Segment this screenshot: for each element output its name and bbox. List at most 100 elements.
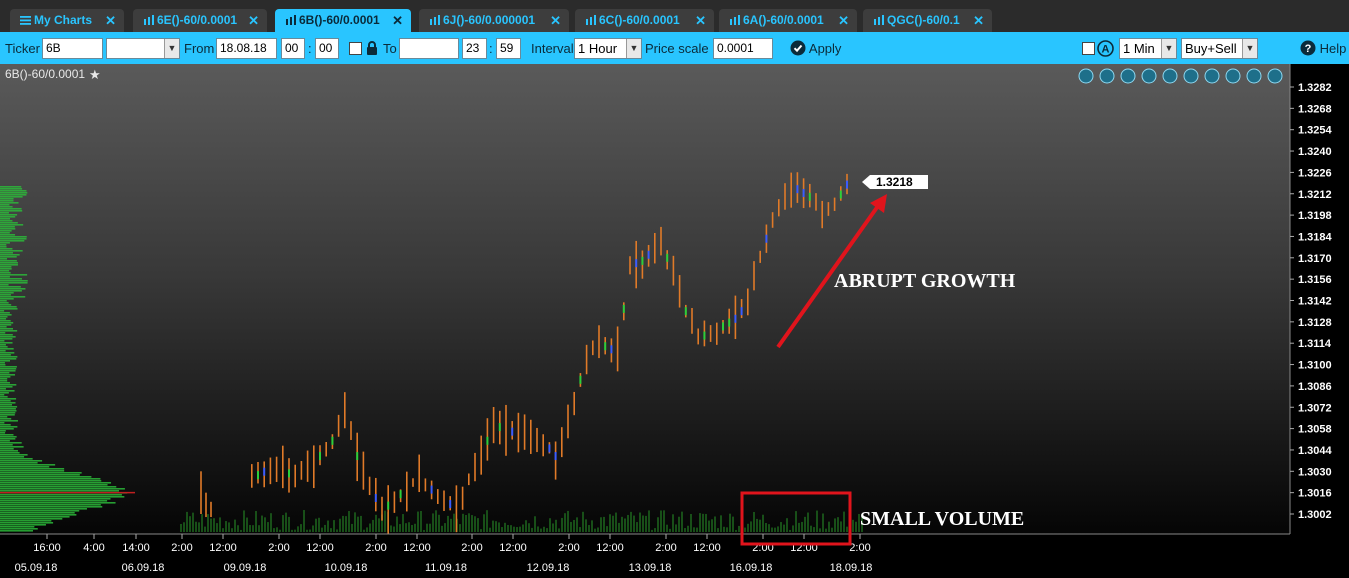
price-tick-label: 1.3002 [1298,509,1332,521]
close-icon[interactable]: ✕ [550,13,561,28]
tab-label: 6J()-60/0.000001 [443,13,536,27]
tab-chart-1[interactable]: 6E()-60/0.0001 ✕ [133,9,267,32]
volume-profile-bar [0,414,15,416]
help-button[interactable]: ? Help [1300,39,1346,58]
tab-chart-2[interactable]: 6B()-60/0.0001 ✕ [275,9,411,32]
close-icon[interactable]: ✕ [838,13,849,28]
tab-chart-6[interactable]: QGC()-60/0.1 ✕ [863,9,992,32]
growth-arrow-line [776,204,880,349]
volume-bar [429,523,431,532]
volume-bar [807,512,809,532]
volume-bar [420,511,422,532]
growth-arrow-head [870,194,887,213]
volume-bar [513,526,515,532]
last-price-box [862,175,928,189]
apply-button[interactable]: Apply [790,39,841,58]
volume-bar [597,527,599,532]
filter-checkbox[interactable] [1082,42,1095,55]
volume-bar [351,523,353,532]
bar-chart-icon [874,15,884,25]
volume-profile-bar [0,516,70,518]
volume-bar [693,527,695,532]
bar-chart-icon [730,15,740,25]
volume-profile-bar [0,398,17,400]
interval-select[interactable]: 1 Hour ▼ [574,38,642,59]
star-icon[interactable]: ★ [89,67,101,82]
volume-bar [282,515,284,532]
volume-profile-bar [0,326,7,328]
from-hour-input[interactable]: 00 [281,38,305,59]
volume-bar [819,528,821,532]
volume-bar [711,519,713,532]
tab-chart-5[interactable]: 6A()-60/0.0001 ✕ [719,9,857,32]
volume-bar [792,525,794,532]
price-scale-label: Price scale [645,41,709,56]
volume-bar [255,511,257,532]
plot-area [0,64,1290,534]
close-icon[interactable]: ✕ [105,13,116,28]
volume-bar [666,524,668,532]
volume-profile-bar [0,250,23,252]
volume-profile-bar [0,364,6,366]
from-date-input[interactable]: 18.08.18 [216,38,277,59]
volume-bar [408,522,410,532]
ticker-dropdown[interactable]: ▼ [106,38,180,59]
tab-my-charts[interactable]: My Charts ✕ [10,9,124,32]
volume-profile-bar [0,230,12,232]
volume-profile-bar [0,464,56,466]
volume-profile-bar [0,318,7,320]
volume-profile [0,186,135,532]
to-date-input[interactable] [399,38,459,59]
volume-profile-bar [0,384,17,386]
last-price-marker: 1.3218 [862,175,928,189]
lock-checkbox[interactable] [349,42,362,55]
tab-chart-4[interactable]: 6C()-60/0.0001 ✕ [575,9,714,32]
tab-chart-3[interactable]: 6J()-60/0.000001 ✕ [419,9,569,32]
volume-bar [762,514,764,532]
volume-profile-bar [0,422,5,424]
volume-profile-bar [0,186,22,188]
volume-bar [315,518,317,532]
svg-text:A: A [1102,44,1110,56]
check-circle-icon [790,40,806,56]
close-icon[interactable]: ✕ [973,13,984,28]
close-icon[interactable]: ✕ [695,13,706,28]
to-hour-input[interactable]: 23 [462,38,487,59]
volume-bar [690,514,692,532]
volume-bar [330,528,332,532]
to-minute-input[interactable]: 59 [496,38,521,59]
volume-bar [633,515,635,532]
volume-profile-bar [0,324,12,326]
side-select[interactable]: Buy+Sell ▼ [1181,38,1258,59]
from-minute-input[interactable]: 00 [315,38,339,59]
to-label: To [383,41,397,56]
volume-profile-bar [0,514,77,516]
volume-profile-bar [0,316,8,318]
volume-profile-bar [0,284,9,286]
aggregate-icon[interactable]: A [1097,40,1114,57]
volume-profile-bar [0,376,11,378]
volume-profile-bar [0,234,16,236]
price-tick-labels: 1.3282 1.3268 1.3254 1.3240 1.3226 1.3212 1.31… [1290,82,1333,521]
volume-bar [585,519,587,532]
volume-profile-bar [0,260,17,262]
date-tick-label: 12.09.18 [527,562,570,574]
volume-bar [453,513,455,532]
volume-bar [324,524,326,532]
volume-bar [273,528,275,532]
close-icon[interactable]: ✕ [248,13,259,28]
volume-bar [291,529,293,532]
period-select[interactable]: 1 Min ▼ [1119,38,1177,59]
price-scale-input[interactable]: 0.0001 [713,38,773,59]
growth-label: ABRUPT GROWTH [834,270,1016,292]
draw-icon [1162,68,1178,84]
price-chart[interactable]: 6B()-60/0.0001 ★ 1.3282 1.3268 1.3254 1.324… [0,64,1349,578]
volume-bar [303,510,305,532]
close-icon[interactable]: ✕ [392,13,403,28]
zoom-out-icon [1120,68,1136,84]
expand-icon [1225,68,1241,84]
ticker-input[interactable]: 6B [42,38,103,59]
volume-profile-bar [0,474,80,476]
volume-bar [348,511,350,532]
tab-label: 6E()-60/0.0001 [157,13,238,27]
